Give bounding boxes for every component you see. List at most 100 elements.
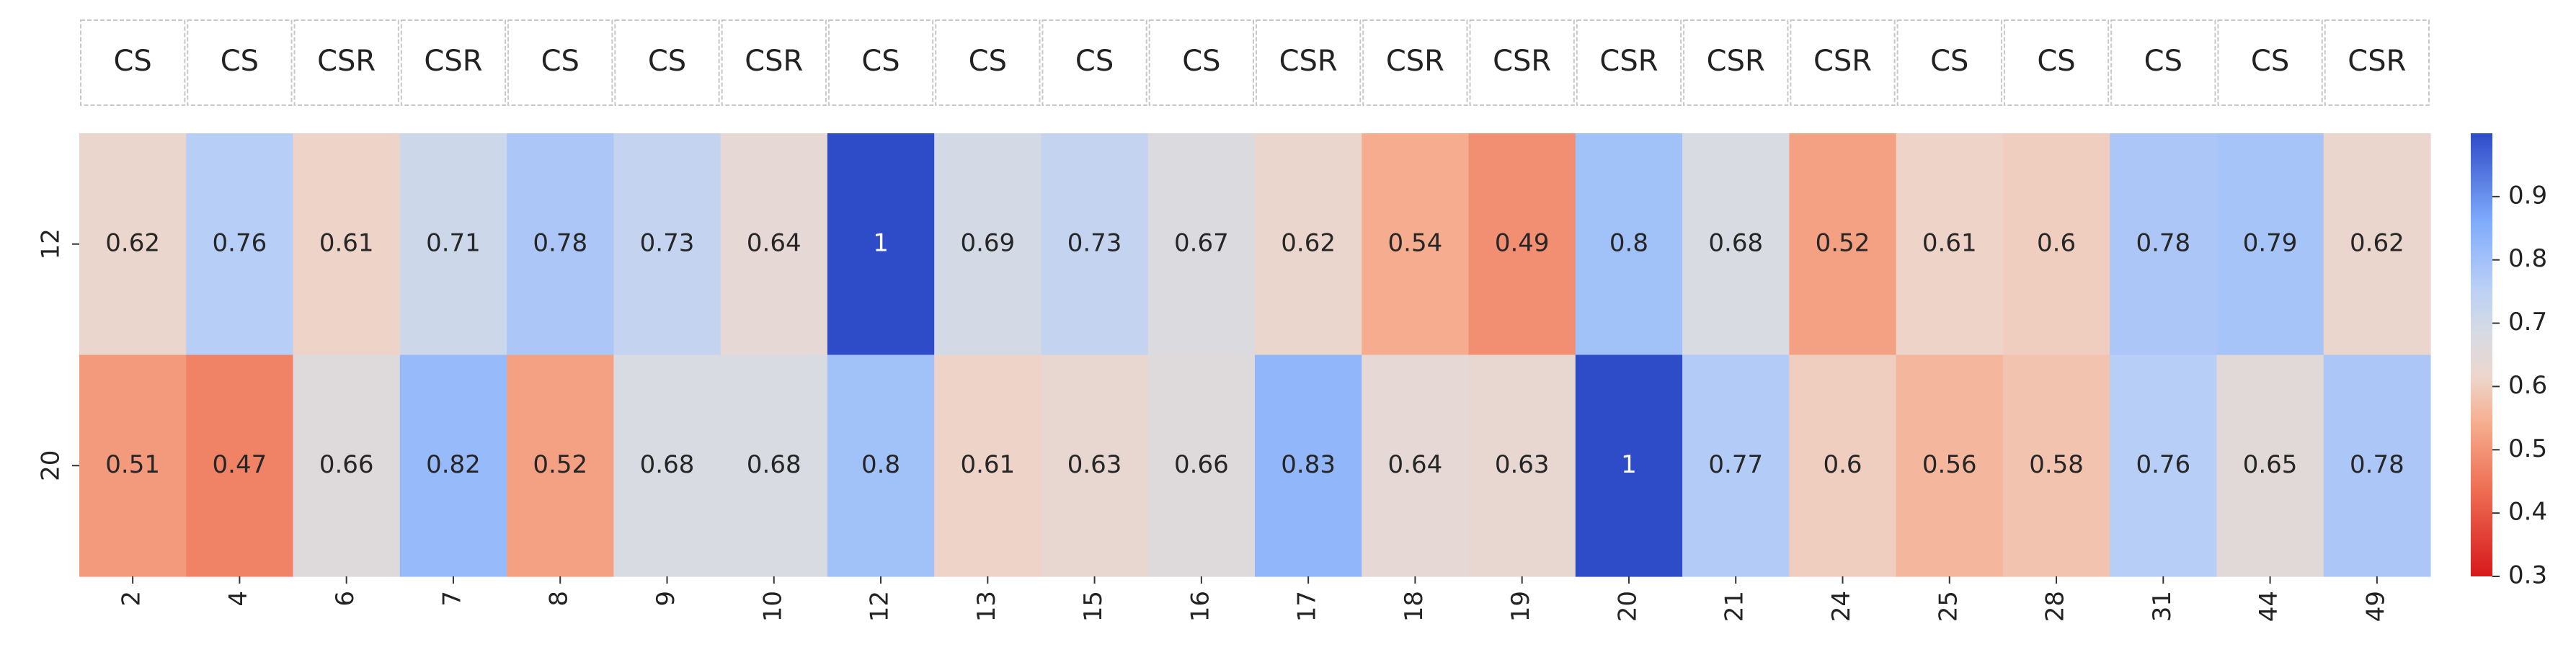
heatmap-cell bbox=[293, 133, 401, 356]
heatmap-cell bbox=[1789, 354, 1897, 577]
column-tick-label: 13 bbox=[972, 591, 1001, 622]
group-label-box bbox=[1469, 19, 1575, 106]
heatmap-cell bbox=[1147, 133, 1256, 356]
column-tick-label: 28 bbox=[2041, 591, 2070, 622]
heatmap-cell bbox=[507, 354, 614, 577]
heatmap-cell bbox=[1896, 133, 2004, 356]
heatmap-cell bbox=[79, 354, 187, 577]
group-label: CS bbox=[2144, 45, 2182, 78]
cell-value-label: 0.52 bbox=[533, 450, 587, 479]
heatmap-cell bbox=[186, 133, 294, 356]
cell-value-label: 0.58 bbox=[2029, 450, 2084, 479]
cell-value-label: 0.63 bbox=[1067, 450, 1122, 479]
heatmap-cell bbox=[79, 133, 187, 356]
cell-value-label: 0.65 bbox=[2243, 450, 2298, 479]
column-tick-label: 4 bbox=[224, 591, 253, 607]
cell-value-label: 0.6 bbox=[1823, 450, 1862, 479]
heatmap-cell bbox=[1682, 133, 1790, 356]
heatmap-cell bbox=[1041, 354, 1149, 577]
group-label: CS bbox=[2037, 45, 2075, 78]
heatmap-cell bbox=[934, 354, 1042, 577]
heatmap-cell bbox=[507, 133, 614, 356]
colorbar-tick-label: 0.3 bbox=[2508, 561, 2547, 590]
column-tick-label: 9 bbox=[652, 591, 680, 607]
group-label: CSR bbox=[1813, 45, 1872, 78]
heatmap-cell bbox=[934, 133, 1042, 356]
group-label: CSR bbox=[424, 45, 482, 78]
cell-value-label: 0.68 bbox=[1708, 228, 1763, 257]
cell-value-label: 0.54 bbox=[1388, 228, 1443, 257]
cell-value-label: 0.61 bbox=[960, 450, 1015, 479]
group-label-box bbox=[1576, 19, 1682, 106]
column-tick-label: 24 bbox=[1827, 591, 1856, 622]
group-label-box bbox=[80, 19, 186, 106]
column-tick-label: 7 bbox=[438, 591, 466, 607]
colorbar-tick-label: 0.4 bbox=[2508, 498, 2547, 527]
group-label-box bbox=[1683, 19, 1789, 106]
group-label-box bbox=[2110, 19, 2216, 106]
group-label: CSR bbox=[1493, 45, 1551, 78]
column-tick-label: 44 bbox=[2255, 591, 2283, 622]
group-label: CSR bbox=[2348, 45, 2406, 78]
group-label: CS bbox=[1075, 45, 1114, 78]
cell-value-label: 0.51 bbox=[105, 450, 160, 479]
cell-value-label: 0.61 bbox=[1922, 228, 1977, 257]
column-tick-label: 16 bbox=[1186, 591, 1214, 622]
group-label: CS bbox=[861, 45, 900, 78]
heatmap-cell bbox=[1789, 133, 1897, 356]
cell-value-label: 0.77 bbox=[1708, 450, 1763, 479]
heatmap-cell bbox=[827, 354, 935, 577]
group-label: CS bbox=[1930, 45, 1968, 78]
cell-value-label: 0.73 bbox=[1067, 228, 1122, 257]
heatmap-cell bbox=[399, 354, 507, 577]
group-label: CSR bbox=[745, 45, 803, 78]
group-label-box bbox=[400, 19, 507, 106]
cell-value-label: 0.66 bbox=[1174, 450, 1229, 479]
column-tick-label: 6 bbox=[331, 591, 360, 607]
group-label: CS bbox=[648, 45, 686, 78]
heatmap-cell bbox=[2002, 133, 2110, 356]
colorbar: 0.3 0.4 0.5 0.6 0.7 0.8 0.9 bbox=[2471, 133, 2547, 590]
group-label: CS bbox=[969, 45, 1007, 78]
column-tick-label: 20 bbox=[1613, 591, 1642, 622]
column-tick-label: 12 bbox=[866, 591, 894, 622]
row-tick-label: 12 bbox=[37, 228, 66, 259]
cell-value-label: 0.62 bbox=[1281, 228, 1336, 257]
colorbar-tick-label: 0.7 bbox=[2508, 308, 2547, 336]
column-tick-label: 31 bbox=[2148, 591, 2177, 622]
cell-value-label: 1 bbox=[1621, 450, 1637, 479]
group-label: CS bbox=[1182, 45, 1220, 78]
heatmap-cell bbox=[2110, 354, 2218, 577]
cell-value-label: 0.76 bbox=[2136, 450, 2190, 479]
heatmap-cell bbox=[2216, 133, 2324, 356]
heatmap-cell bbox=[1468, 133, 1576, 356]
colorbar-tick-label: 0.5 bbox=[2508, 434, 2547, 463]
group-label-box bbox=[187, 19, 293, 106]
column-tick-label: 8 bbox=[545, 591, 574, 607]
heatmap-cell bbox=[1255, 133, 1362, 356]
heatmap-cell bbox=[613, 354, 721, 577]
colorbar-tick-label: 0.9 bbox=[2508, 181, 2547, 210]
cell-value-label: 0.76 bbox=[213, 228, 267, 257]
group-label: CSR bbox=[1386, 45, 1444, 78]
group-label-box bbox=[827, 19, 934, 106]
cell-value-label: 0.63 bbox=[1495, 450, 1550, 479]
heatmap-cell bbox=[2216, 354, 2324, 577]
cell-value-label: 0.78 bbox=[533, 228, 587, 257]
heatmap-cell bbox=[1041, 133, 1149, 356]
group-label-box bbox=[1896, 19, 2002, 106]
group-label-box bbox=[1041, 19, 1147, 106]
heatmap-cell bbox=[2323, 133, 2431, 356]
group-label-box bbox=[293, 19, 399, 106]
column-tick-label: 2 bbox=[117, 591, 146, 607]
cell-value-label: 0.64 bbox=[747, 228, 801, 257]
cell-value-label: 0.68 bbox=[640, 450, 695, 479]
heatmap-cell bbox=[2002, 354, 2110, 577]
cell-value-label: 0.82 bbox=[426, 450, 481, 479]
colorbar-tick-label: 0.8 bbox=[2508, 244, 2547, 273]
heatmap-cell bbox=[720, 354, 828, 577]
cell-value-label: 0.83 bbox=[1281, 450, 1336, 479]
cell-value-label: 0.61 bbox=[319, 228, 374, 257]
group-label: CS bbox=[541, 45, 579, 78]
